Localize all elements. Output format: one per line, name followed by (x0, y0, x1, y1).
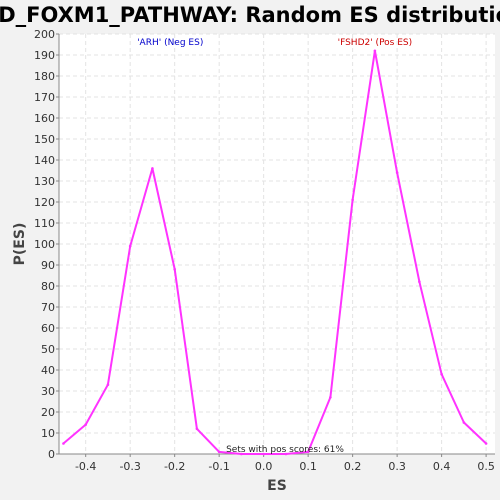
x-tick-label: -0.2 (164, 460, 185, 473)
y-tick-label: 190 (34, 49, 55, 62)
data-point (440, 372, 443, 376)
y-tick-label: 40 (41, 364, 55, 377)
annotation-label: 'FSHD2' (Pos ES) (338, 38, 413, 48)
x-tick-label: -0.3 (119, 460, 140, 473)
data-point (329, 396, 332, 399)
x-tick-label: 0.0 (255, 460, 273, 473)
data-point (106, 383, 110, 387)
y-tick-label: 150 (34, 133, 55, 146)
x-axis-label: ES (267, 478, 287, 494)
y-tick-label: 200 (34, 28, 55, 41)
data-point (62, 442, 65, 445)
x-tick-label: -0.1 (208, 460, 229, 473)
y-tick-label: 160 (34, 112, 55, 125)
annotations: 'ARH' (Neg ES) 'FSHD2' (Pos ES) (137, 38, 412, 48)
data-point (395, 171, 399, 174)
y-tick-label: 100 (34, 238, 55, 251)
y-tick-label: 180 (34, 70, 55, 83)
pos-scores-note: Sets with pos scores: 61% (226, 445, 344, 455)
data-point (284, 452, 288, 456)
x-tick-label: 0.4 (433, 460, 451, 473)
x-tick-label: 0.1 (299, 460, 317, 473)
y-tick-label: 50 (41, 343, 55, 356)
data-point (418, 280, 421, 284)
data-point (240, 452, 243, 456)
series-line (62, 49, 487, 455)
y-tick-label: 60 (41, 322, 55, 335)
chart-title: PID_FOXM1_PATHWAY: Random ES distributio… (0, 3, 500, 27)
y-tick-label: 170 (34, 91, 55, 104)
x-axis-ticks: -0.4 -0.3 -0.2 -0.1 0.0 0.1 0.2 0.3 0.4 0.5 (75, 454, 495, 473)
annotation-label: 'ARH' (Neg ES) (137, 38, 203, 48)
data-point (128, 244, 132, 248)
y-axis-label: P(ES) (12, 223, 28, 266)
y-tick-label: 10 (41, 427, 55, 440)
data-point (351, 198, 354, 202)
data-point (84, 423, 87, 426)
x-tick-label: -0.4 (75, 460, 96, 473)
y-tick-label: 110 (34, 217, 55, 230)
y-tick-label: 130 (34, 175, 55, 188)
data-point (462, 421, 466, 424)
y-tick-label: 70 (41, 301, 55, 314)
grid-lines (59, 33, 495, 455)
y-tick-label: 120 (34, 196, 55, 209)
data-point (151, 167, 154, 170)
data-point (195, 427, 199, 431)
data-point (484, 442, 488, 445)
data-point (217, 450, 221, 454)
data-point (306, 450, 310, 454)
y-tick-label: 80 (41, 280, 55, 293)
y-tick-label: 0 (48, 448, 55, 461)
y-tick-label: 30 (41, 385, 55, 398)
data-point (173, 267, 176, 271)
y-tick-label: 140 (34, 154, 55, 167)
data-point (262, 452, 265, 456)
x-tick-label: 0.2 (344, 460, 362, 473)
x-tick-label: 0.5 (477, 460, 495, 473)
y-axis-ticks: 0 10 20 30 40 50 60 70 80 90 100 110 120 130 140 150 160… (34, 28, 59, 461)
y-tick-label: 20 (41, 406, 55, 419)
y-tick-label: 90 (41, 259, 55, 272)
x-tick-label: 0.3 (388, 460, 406, 473)
data-point (373, 49, 377, 53)
series-layer (62, 49, 488, 456)
